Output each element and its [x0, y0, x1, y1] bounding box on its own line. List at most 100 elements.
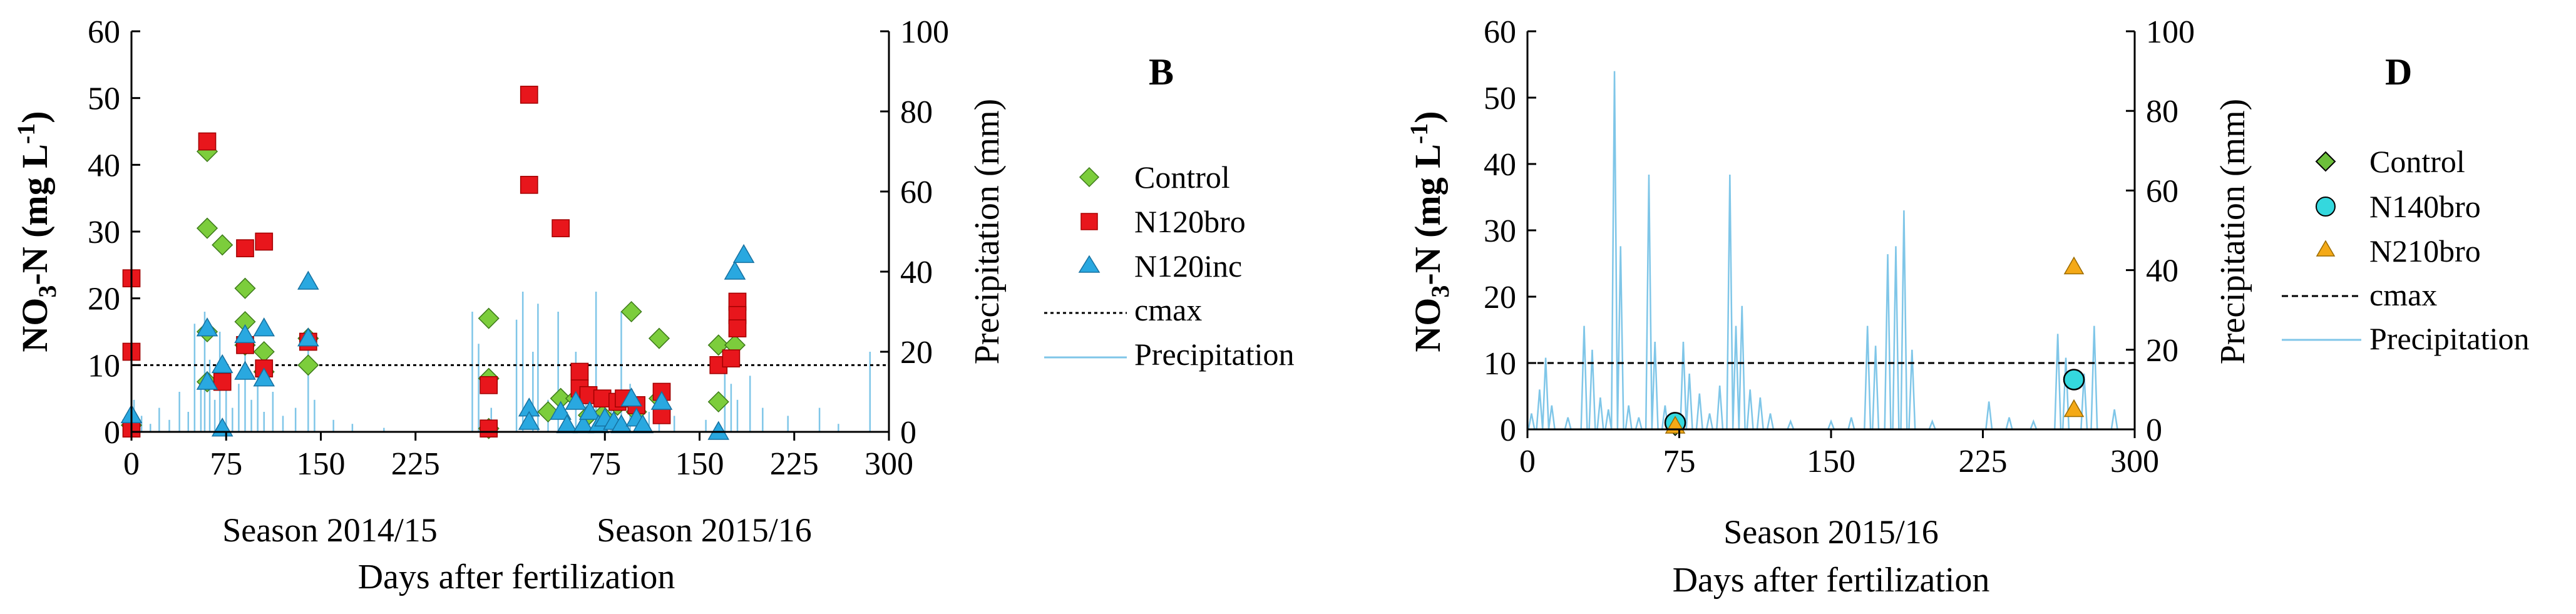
d-y2-tick-label: 80: [2146, 94, 2178, 130]
b-point-n120bro: [593, 389, 612, 408]
d-y2-tick-label: 60: [2146, 173, 2178, 209]
d-legend-control: Control: [2369, 144, 2465, 179]
d-y2-tick-label: 40: [2146, 253, 2178, 289]
d-y-axis-title: NO3-N (mg L-1): [1405, 111, 1454, 352]
d-x-tick-label: 150: [1807, 444, 1855, 479]
b-point-control: [234, 277, 256, 299]
d-legend-n210bro-marker: [2316, 240, 2336, 257]
b-point-n120bro: [198, 132, 217, 151]
b-point-n120bro: [520, 175, 538, 194]
b-point-n120inc: [707, 421, 730, 440]
b-y-axis-title: NO3-N (mg L-1): [12, 111, 61, 352]
b-point-n120inc: [518, 411, 540, 430]
b-point-n120inc: [578, 401, 601, 420]
b-legend-n120bro-marker: [1080, 213, 1098, 230]
d-point-n210bro: [2063, 256, 2085, 275]
d-y-tick-label: 10: [1484, 346, 1516, 382]
b-point-n120inc: [297, 327, 319, 347]
panel-b: 0 10 20 30 40 50 60 0 20 40 60 80 100 0 75 150 225 75 150 2…: [12, 14, 1295, 596]
d-y-tick-label: 0: [1500, 412, 1516, 448]
b-legend-control: Control: [1134, 160, 1230, 195]
b-data-points: [120, 85, 755, 440]
d-legend-precipitation: Precipitation: [2369, 321, 2530, 356]
d-y2-tick-label: 100: [2146, 14, 2195, 50]
d-legend-cmax: cmax: [2369, 277, 2437, 312]
b-y2-tick-label: 80: [900, 95, 933, 130]
d-ticks: 0 10 20 30 40 50 60 0 20 40 60 80 100 0 75 150 225 300: [1484, 14, 2195, 479]
b-point-n120bro: [520, 85, 538, 104]
panel-d: 0 10 20 30 40 50 60 0 20 40 60 80 100 0 75 150 225 300 NO…: [1405, 14, 2530, 600]
b-y-tick-label: 40: [88, 148, 120, 183]
b-x-tick-label: 0: [123, 446, 140, 482]
b-point-n120bro: [480, 419, 498, 438]
b-point-control: [297, 354, 319, 376]
d-legend-n140bro-marker: [2316, 197, 2336, 217]
b-panel-letter: B: [1149, 51, 1174, 93]
b-point-n120bro: [236, 239, 254, 258]
b-point-n120inc: [732, 243, 755, 264]
b-point-n120bro: [255, 232, 274, 251]
b-point-n120inc: [297, 270, 319, 290]
b-precipitation-layer: [133, 292, 889, 432]
b-x-tick-label: 225: [391, 446, 440, 482]
b-season-label-2: Season 2015/16: [597, 511, 812, 549]
b-point-n120bro: [722, 349, 741, 368]
d-legend-control-marker: [2315, 151, 2336, 172]
b-x-tick-label: 150: [297, 446, 346, 482]
b-y-tick-label: 10: [88, 348, 120, 384]
b-point-n120bro: [480, 376, 498, 394]
b-point-n120bro: [728, 319, 747, 338]
d-x-tick-label: 75: [1663, 444, 1696, 479]
b-x-tick-label: 225: [770, 446, 819, 482]
d-x-tick-label: 300: [2110, 444, 2159, 479]
b-point-n120bro: [570, 362, 589, 381]
b-point-control: [196, 217, 218, 239]
d-precip-line: [1527, 71, 2118, 431]
b-x-axis-title: Days after fertilization: [358, 558, 675, 596]
b-y2-tick-label: 40: [900, 255, 933, 290]
b-y2-tick-label: 0: [900, 415, 916, 451]
b-y2-tick-label: 100: [900, 14, 949, 50]
b-x-tick-label: 300: [865, 446, 913, 482]
b-legend-control-marker: [1079, 166, 1100, 188]
b-x-tick-label: 75: [588, 446, 621, 482]
b-season-label-1: Season 2014/15: [222, 511, 438, 549]
d-season-label: Season 2015/16: [1723, 513, 1939, 551]
b-point-n120inc: [253, 367, 275, 387]
b-y-tick-label: 0: [104, 415, 120, 451]
d-legend-n210bro: N210bro: [2369, 233, 2481, 269]
b-y2-tick-label: 60: [900, 175, 933, 210]
b-point-control: [212, 234, 233, 256]
b-x-tick-label: 75: [210, 446, 242, 482]
d-x-axis-title: Days after fertilization: [1673, 561, 1990, 600]
d-y-tick-label: 20: [1484, 280, 1516, 315]
b-point-n120inc: [565, 391, 587, 410]
b-point-n120inc: [234, 361, 256, 380]
d-precipitation-layer: [1527, 71, 2118, 431]
b-y-tick-label: 60: [88, 14, 120, 50]
b-point-control: [707, 391, 729, 413]
b-point-n120inc: [234, 324, 256, 344]
d-x-tick-label: 225: [1959, 444, 2008, 479]
b-point-n120inc: [550, 401, 572, 420]
b-point-control: [620, 300, 642, 323]
d-y-tick-label: 30: [1484, 213, 1516, 249]
d-y-tick-label: 60: [1484, 14, 1516, 50]
b-point-n120inc: [650, 391, 673, 410]
d-point-n210bro: [2063, 399, 2085, 417]
b-legend-precipitation: Precipitation: [1134, 337, 1295, 372]
b-legend: Control N120bro N120inc cmax Precipitati…: [1044, 160, 1295, 372]
d-y-tick-label: 40: [1484, 147, 1516, 183]
b-point-n120inc: [211, 354, 233, 374]
b-y-tick-label: 50: [88, 81, 120, 117]
b-x-tick-label: 150: [675, 446, 724, 482]
b-point-n120inc: [196, 317, 218, 337]
d-panel-letter: D: [2385, 51, 2412, 93]
b-point-n120inc: [620, 387, 642, 407]
b-legend-n120inc-marker: [1078, 255, 1101, 273]
b-point-n120bro: [552, 219, 570, 238]
b-y-tick-label: 30: [88, 215, 120, 250]
b-y2-tick-label: 20: [900, 335, 933, 371]
b-y-tick-label: 20: [88, 282, 120, 317]
b-point-n120inc: [724, 260, 746, 280]
